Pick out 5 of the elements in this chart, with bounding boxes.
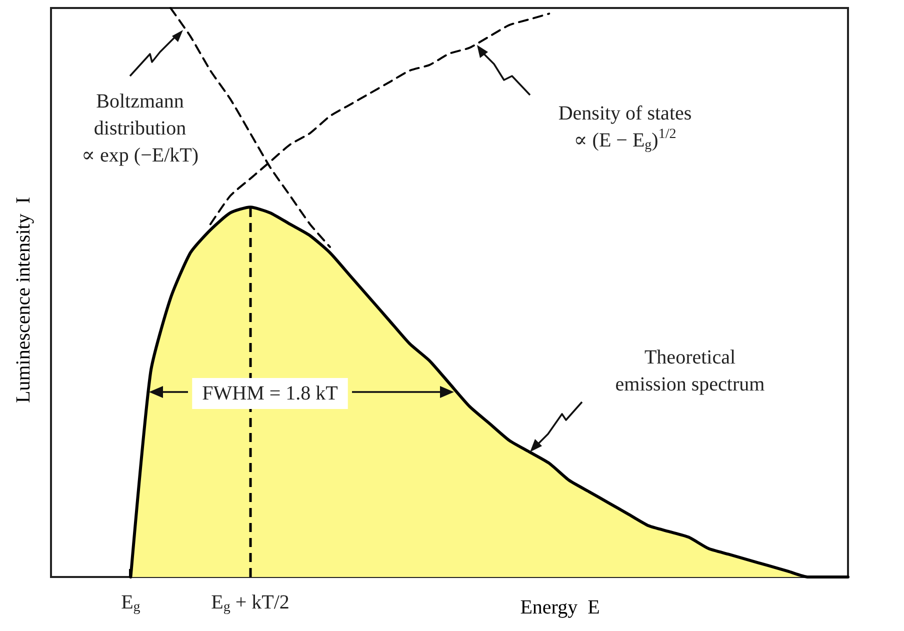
- annotation: FWHM = 1.8 kT: [202, 382, 338, 404]
- y-axis-title: Luminescence intensity I: [12, 196, 34, 404]
- annotation: Theoretical emission spectrum: [615, 346, 766, 396]
- x-axis-title: Energy E: [520, 596, 600, 618]
- annotation: Boltzmann distribution ∝ exp (−E/kT): [81, 90, 199, 166]
